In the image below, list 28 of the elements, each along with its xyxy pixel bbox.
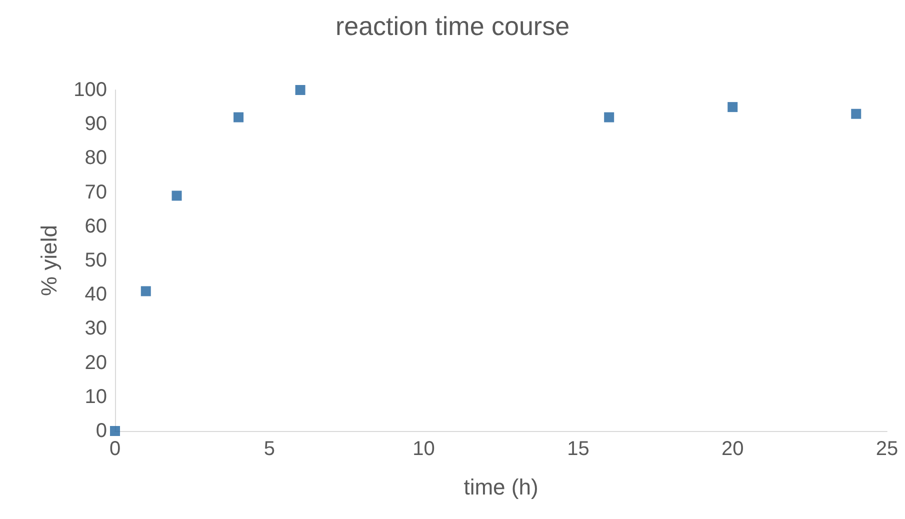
y-tick-label: 0 bbox=[96, 420, 107, 442]
y-tick-label: 80 bbox=[84, 147, 107, 170]
point bbox=[851, 108, 862, 119]
x-tick-label: 20 bbox=[721, 438, 744, 460]
x-axis-title: time (h) bbox=[464, 474, 538, 500]
point bbox=[110, 426, 120, 436]
point bbox=[604, 112, 614, 122]
x-tick-label: 25 bbox=[876, 438, 898, 460]
y-tick-label: 70 bbox=[84, 181, 107, 204]
point bbox=[234, 112, 244, 122]
x-tick-label: 0 bbox=[109, 438, 121, 460]
y-tick-label: 60 bbox=[84, 215, 107, 238]
chart-title: reaction time course bbox=[335, 11, 570, 41]
y-tick-label: 20 bbox=[84, 352, 107, 374]
y-axis-title: % yield bbox=[36, 225, 62, 296]
x-tick-label: 15 bbox=[567, 438, 590, 460]
point bbox=[172, 190, 182, 201]
point bbox=[728, 102, 738, 112]
y-tick-label: 90 bbox=[84, 113, 107, 136]
point bbox=[140, 286, 151, 296]
y-tick-label: 40 bbox=[84, 284, 107, 306]
y-tick-label: 100 bbox=[74, 79, 107, 101]
point bbox=[295, 85, 306, 95]
y-tick-label: 50 bbox=[84, 250, 107, 272]
y-tick-label: 30 bbox=[84, 318, 107, 340]
x-tick-label: 5 bbox=[264, 438, 275, 460]
x-tick-label: 10 bbox=[412, 438, 435, 460]
y-tick-label: 10 bbox=[84, 386, 107, 408]
